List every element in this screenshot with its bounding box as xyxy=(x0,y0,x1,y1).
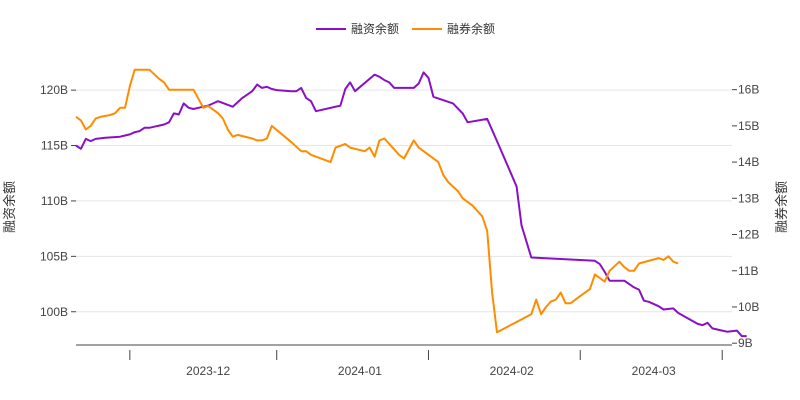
legend-item-securities-lending[interactable]: 融券余额 xyxy=(412,21,495,36)
legend-item-financing[interactable]: 融资余额 xyxy=(316,21,399,36)
right-axis-tick-label: 9B xyxy=(738,336,753,350)
grid-layer xyxy=(76,89,732,313)
right-axis-tick-label: 14B xyxy=(738,155,759,169)
left-axis-tick-label: 100B xyxy=(40,305,68,319)
right-axis-tick-label: 10B xyxy=(738,300,759,314)
legend-label-financing: 融资余额 xyxy=(351,21,399,36)
axes-layer: 100B 105B 110B 115B 120B 9B 10B 11B 12B 13B 14B 15B… xyxy=(40,83,759,378)
series-line-securities-lending[interactable] xyxy=(75,68,679,334)
series-layer xyxy=(75,68,747,338)
series-line-financing[interactable] xyxy=(75,71,747,338)
right-axis-tick-label: 12B xyxy=(738,228,759,242)
legend-label-securities-lending: 融券余额 xyxy=(447,21,495,36)
x-axis-tick-label: 2024-03 xyxy=(632,364,676,378)
x-axis-tick-label: 2024-02 xyxy=(490,364,534,378)
right-axis-tick-label: 16B xyxy=(738,83,759,97)
right-axis-title: 融券余额 xyxy=(774,181,790,233)
x-axis-tick-label: 2023-12 xyxy=(186,364,230,378)
left-axis-tick-label: 115B xyxy=(41,139,68,153)
x-axis-tick-label: 2024-01 xyxy=(338,364,382,378)
left-axis-tick-label: 105B xyxy=(40,249,68,263)
left-axis-title: 融资余额 xyxy=(2,181,18,233)
right-axis-tick-label: 11B xyxy=(738,264,758,278)
legend[interactable]: 融资余额 融券余额 xyxy=(316,21,495,36)
right-axis-tick-label: 15B xyxy=(738,119,759,133)
right-axis-tick-label: 13B xyxy=(738,191,759,205)
left-axis-tick-label: 120B xyxy=(40,83,68,97)
left-axis-tick-label: 110B xyxy=(41,194,68,208)
